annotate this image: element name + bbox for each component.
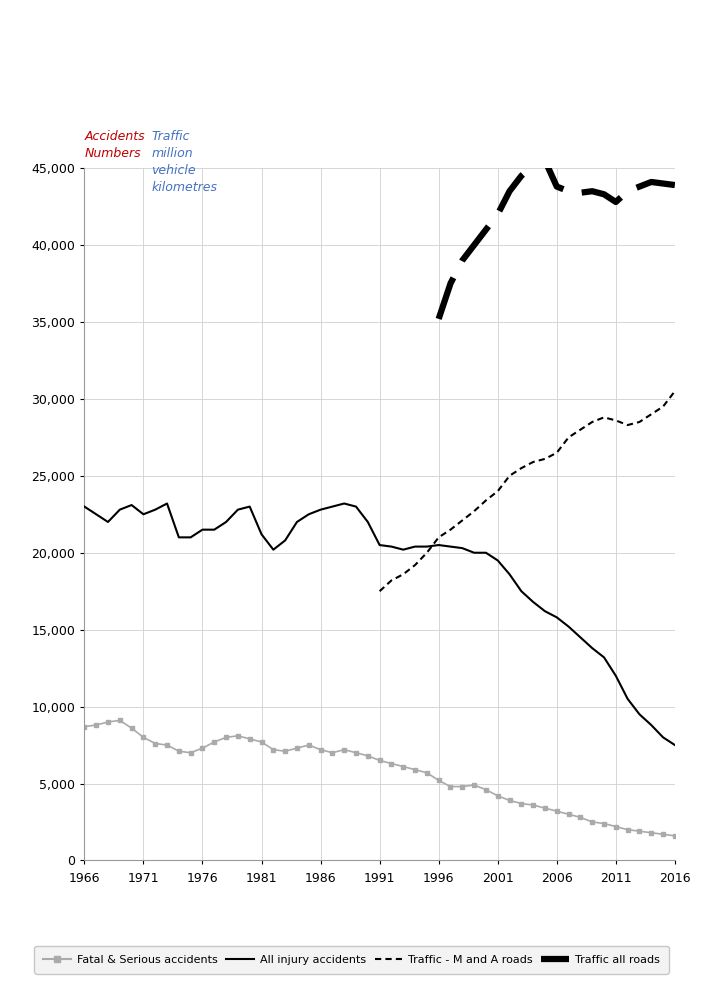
Text: kilometres: kilometres [151,181,217,194]
Text: million: million [151,147,193,160]
Text: vehicle: vehicle [151,164,195,177]
Legend: Fatal & Serious accidents, All injury accidents, Traffic - M and A roads, Traffi: Fatal & Serious accidents, All injury ac… [34,945,669,973]
Text: Accidents: Accidents [84,131,145,143]
Text: Traffic: Traffic [151,131,190,143]
Text: Numbers: Numbers [84,147,141,160]
